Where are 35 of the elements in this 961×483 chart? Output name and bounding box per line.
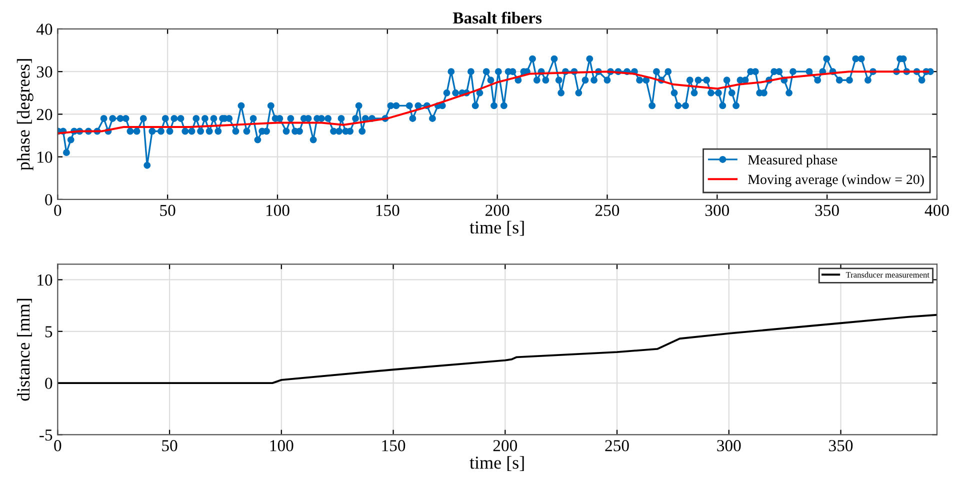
line-series [58,314,937,384]
x-tick-label: 150 [382,440,406,452]
x-tick-label: 250 [595,204,620,216]
y-tick-label: 20 [36,108,52,120]
legend-label: Transducer measurement [846,272,930,278]
y-tick-label: 5 [45,326,52,338]
x-tick-label: 50 [160,204,176,216]
x-tick-label: 0 [54,204,62,216]
y-axis-title: phase [degrees] [16,59,34,170]
chart-title: Basalt fibers [452,12,542,24]
x-tick-label: 100 [270,440,294,452]
y-tick-label: 30 [36,66,52,78]
x-tick-label: 200 [486,204,510,216]
x-tick-label: 50 [162,440,178,452]
y-tick-label: 0 [45,378,52,389]
y-tick-label: 10 [38,152,52,163]
x-tick-label: 200 [493,440,518,452]
legend-label: Moving average (window = 20) [748,174,924,187]
y-tick-label: 40 [36,24,52,35]
x-axis-title: time [s] [470,456,524,472]
x-tick-label: 100 [266,204,290,216]
x-tick-label: 350 [815,204,839,216]
x-tick-label: 300 [717,440,741,452]
y-tick-label: 10 [38,274,52,286]
y-tick-label: -5 [40,430,52,441]
x-tick-label: 0 [54,440,62,452]
x-tick-label: 150 [376,204,400,216]
x-tick-label: 300 [705,204,730,216]
x-tick-label: 400 [924,204,949,216]
x-axis-title: time [s] [470,220,524,236]
y-axis-title: distance [mm] [16,298,32,401]
legend-label: Measured phase [748,154,838,168]
x-tick-label: 350 [829,440,853,452]
y-tick-label: 0 [45,194,52,206]
x-tick-label: 250 [605,440,629,452]
